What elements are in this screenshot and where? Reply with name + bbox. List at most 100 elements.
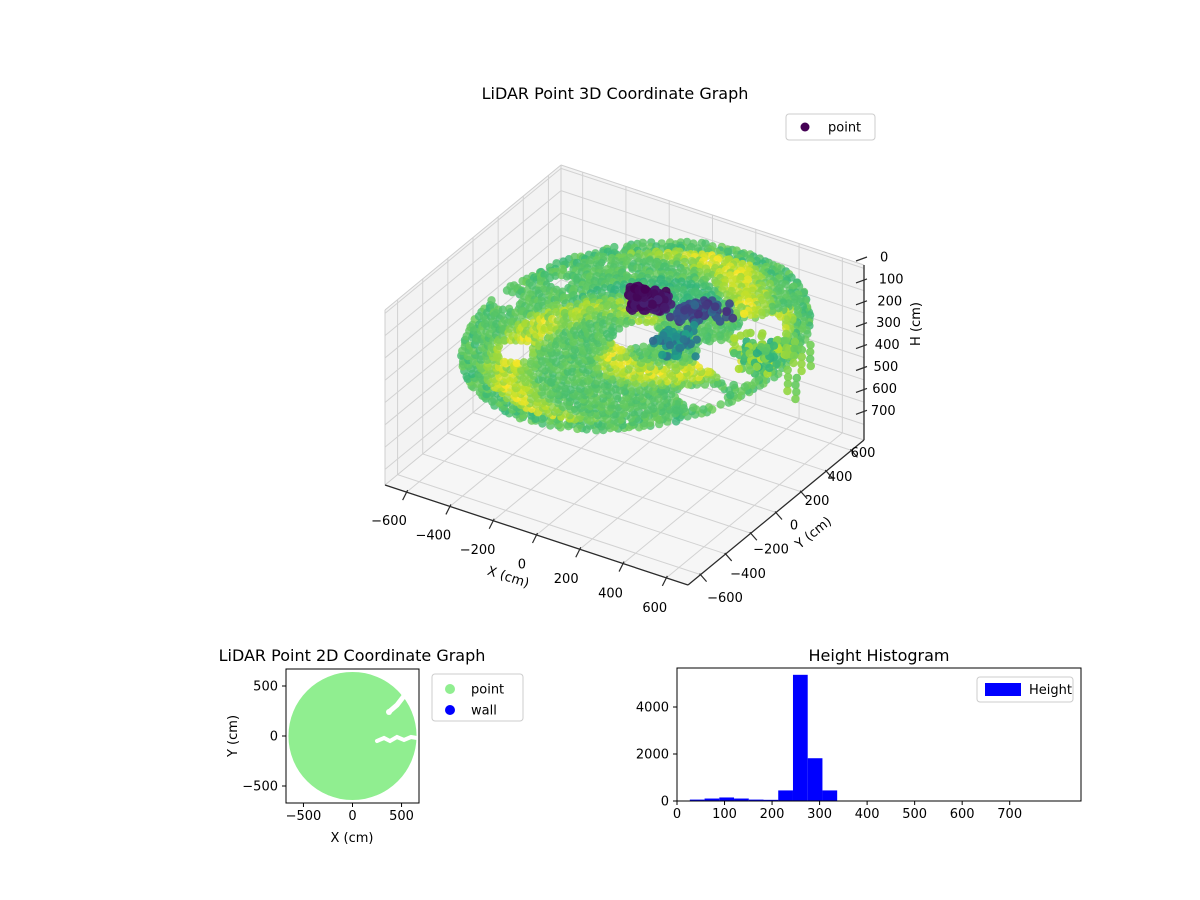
scatter-point	[679, 335, 688, 344]
scatter-point	[806, 354, 815, 364]
plot2d-title: LiDAR Point 2D Coordinate Graph	[219, 646, 486, 665]
scatter-point	[671, 417, 681, 426]
scatter-point	[701, 300, 711, 310]
scatter-point	[634, 317, 643, 326]
scatter-point	[722, 307, 732, 316]
legend-label-point: point	[828, 121, 861, 136]
scatter-point	[675, 343, 684, 353]
scatter-point	[665, 312, 675, 322]
plot2d-legend: point wall	[431, 673, 524, 722]
scatter-point	[797, 359, 806, 369]
scatter-point	[710, 302, 720, 311]
grid-line	[384, 164, 562, 311]
scatter-point	[659, 302, 670, 313]
gap-nick	[380, 673, 386, 679]
scatter-point	[779, 298, 788, 307]
tick-label: −400	[730, 567, 766, 582]
tick-mark	[855, 300, 868, 306]
scatter-point	[691, 352, 700, 361]
scatter-point	[806, 347, 815, 357]
tick-label: 200	[760, 807, 785, 822]
scatter-point	[689, 403, 698, 412]
scatter-point	[769, 341, 779, 350]
legend-marker-wall-icon	[445, 705, 455, 715]
scatter-point	[758, 329, 767, 338]
grid-line	[560, 167, 865, 269]
scatter-point	[792, 387, 801, 397]
tick-label: 300	[876, 316, 901, 331]
gap-notch	[387, 687, 419, 714]
scatter-point	[781, 350, 790, 360]
tick-label: 300	[807, 807, 832, 822]
scatter-point	[730, 334, 739, 343]
tick-label: 700	[997, 807, 1022, 822]
histogram-bar	[748, 799, 764, 801]
scatter-point	[782, 343, 791, 353]
scatter-point	[689, 321, 699, 330]
tick-label: 100	[879, 272, 904, 287]
grid-line	[560, 164, 865, 266]
scatter-point	[783, 365, 792, 375]
tick-mark	[855, 322, 868, 328]
scatter-point	[671, 332, 681, 341]
scatter-point	[648, 318, 657, 326]
tick-label: 400	[598, 587, 623, 602]
tick-mark	[724, 552, 733, 562]
grid-line	[447, 432, 752, 534]
scatter-point	[806, 361, 815, 371]
scatter-point	[782, 324, 790, 332]
scatter-point	[789, 351, 799, 361]
tick-label: 200	[554, 572, 579, 587]
scatter-point	[790, 344, 799, 354]
tick-label: 700	[871, 404, 896, 419]
scatter-point	[745, 366, 754, 375]
tick-label: 600	[851, 446, 876, 461]
plot3d-legend: point	[785, 113, 876, 141]
gap-slit	[375, 734, 419, 744]
tick-label: 0	[270, 730, 278, 745]
scatter-point	[791, 394, 800, 404]
gap-chord	[394, 669, 419, 692]
tick-label: 0	[790, 518, 798, 533]
scatter-point	[498, 305, 507, 314]
scatter-point	[772, 359, 781, 369]
scatter-point	[761, 347, 770, 356]
grid-line	[384, 212, 562, 359]
scatter-point	[640, 251, 649, 260]
tick-label: −500	[286, 809, 322, 824]
scatter-point	[519, 358, 529, 367]
tick-mark	[749, 531, 758, 541]
scatter-point	[639, 342, 648, 352]
scatter-point	[659, 331, 668, 340]
scatter-point	[608, 327, 618, 337]
tick-label: 500	[253, 680, 278, 695]
tick-mark	[488, 518, 495, 529]
scatter-point	[789, 331, 798, 340]
scatter-point	[699, 405, 708, 414]
grid-line	[472, 412, 777, 513]
grid-line	[384, 234, 562, 381]
grid-line	[560, 190, 865, 292]
tick-label: −600	[707, 591, 743, 606]
plot3d-render-layer: −600−400−2000200400600−600−400−200020040…	[371, 164, 904, 616]
scatter-point	[729, 380, 739, 390]
tick-label: 2000	[636, 748, 669, 763]
tick-mark	[445, 504, 452, 515]
tick-label: 0	[518, 558, 526, 573]
scatter-point	[665, 341, 675, 350]
plot3d-ylabel: Y (cm)	[792, 514, 835, 553]
scatter-point	[752, 349, 762, 358]
scatter-point	[680, 305, 689, 315]
scatter-point	[647, 299, 657, 309]
gap-blob	[386, 709, 392, 715]
histogram-bar	[734, 798, 749, 801]
histogram-bar	[689, 799, 705, 801]
scatter-point	[642, 318, 651, 327]
tick-mark	[855, 365, 868, 372]
tick-mark	[855, 344, 868, 350]
scatter-point	[627, 345, 635, 353]
scatter-point	[734, 364, 744, 374]
histogram-bar	[719, 797, 735, 801]
